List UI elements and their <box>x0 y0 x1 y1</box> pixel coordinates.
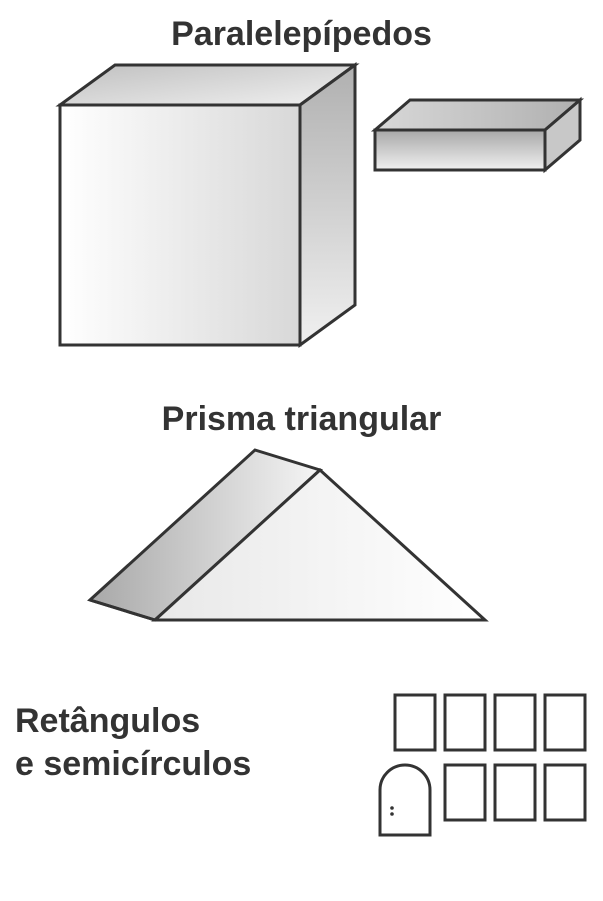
prism-svg <box>0 400 603 660</box>
cube-side-face <box>300 65 355 345</box>
cube-front-face <box>60 105 300 345</box>
rect-bot-1 <box>445 765 485 820</box>
slab-front-face <box>375 130 545 170</box>
door-arch <box>380 765 430 835</box>
parallelepipeds-svg <box>0 0 603 360</box>
rect-bot-3 <box>545 765 585 820</box>
door-handle-2 <box>390 812 394 816</box>
rect-top-4 <box>545 695 585 750</box>
rect-top-1 <box>395 695 435 750</box>
rect-bot-2 <box>495 765 535 820</box>
rect-top-3 <box>495 695 535 750</box>
door-handle-1 <box>390 806 394 810</box>
rects-svg <box>0 680 603 900</box>
rect-top-2 <box>445 695 485 750</box>
